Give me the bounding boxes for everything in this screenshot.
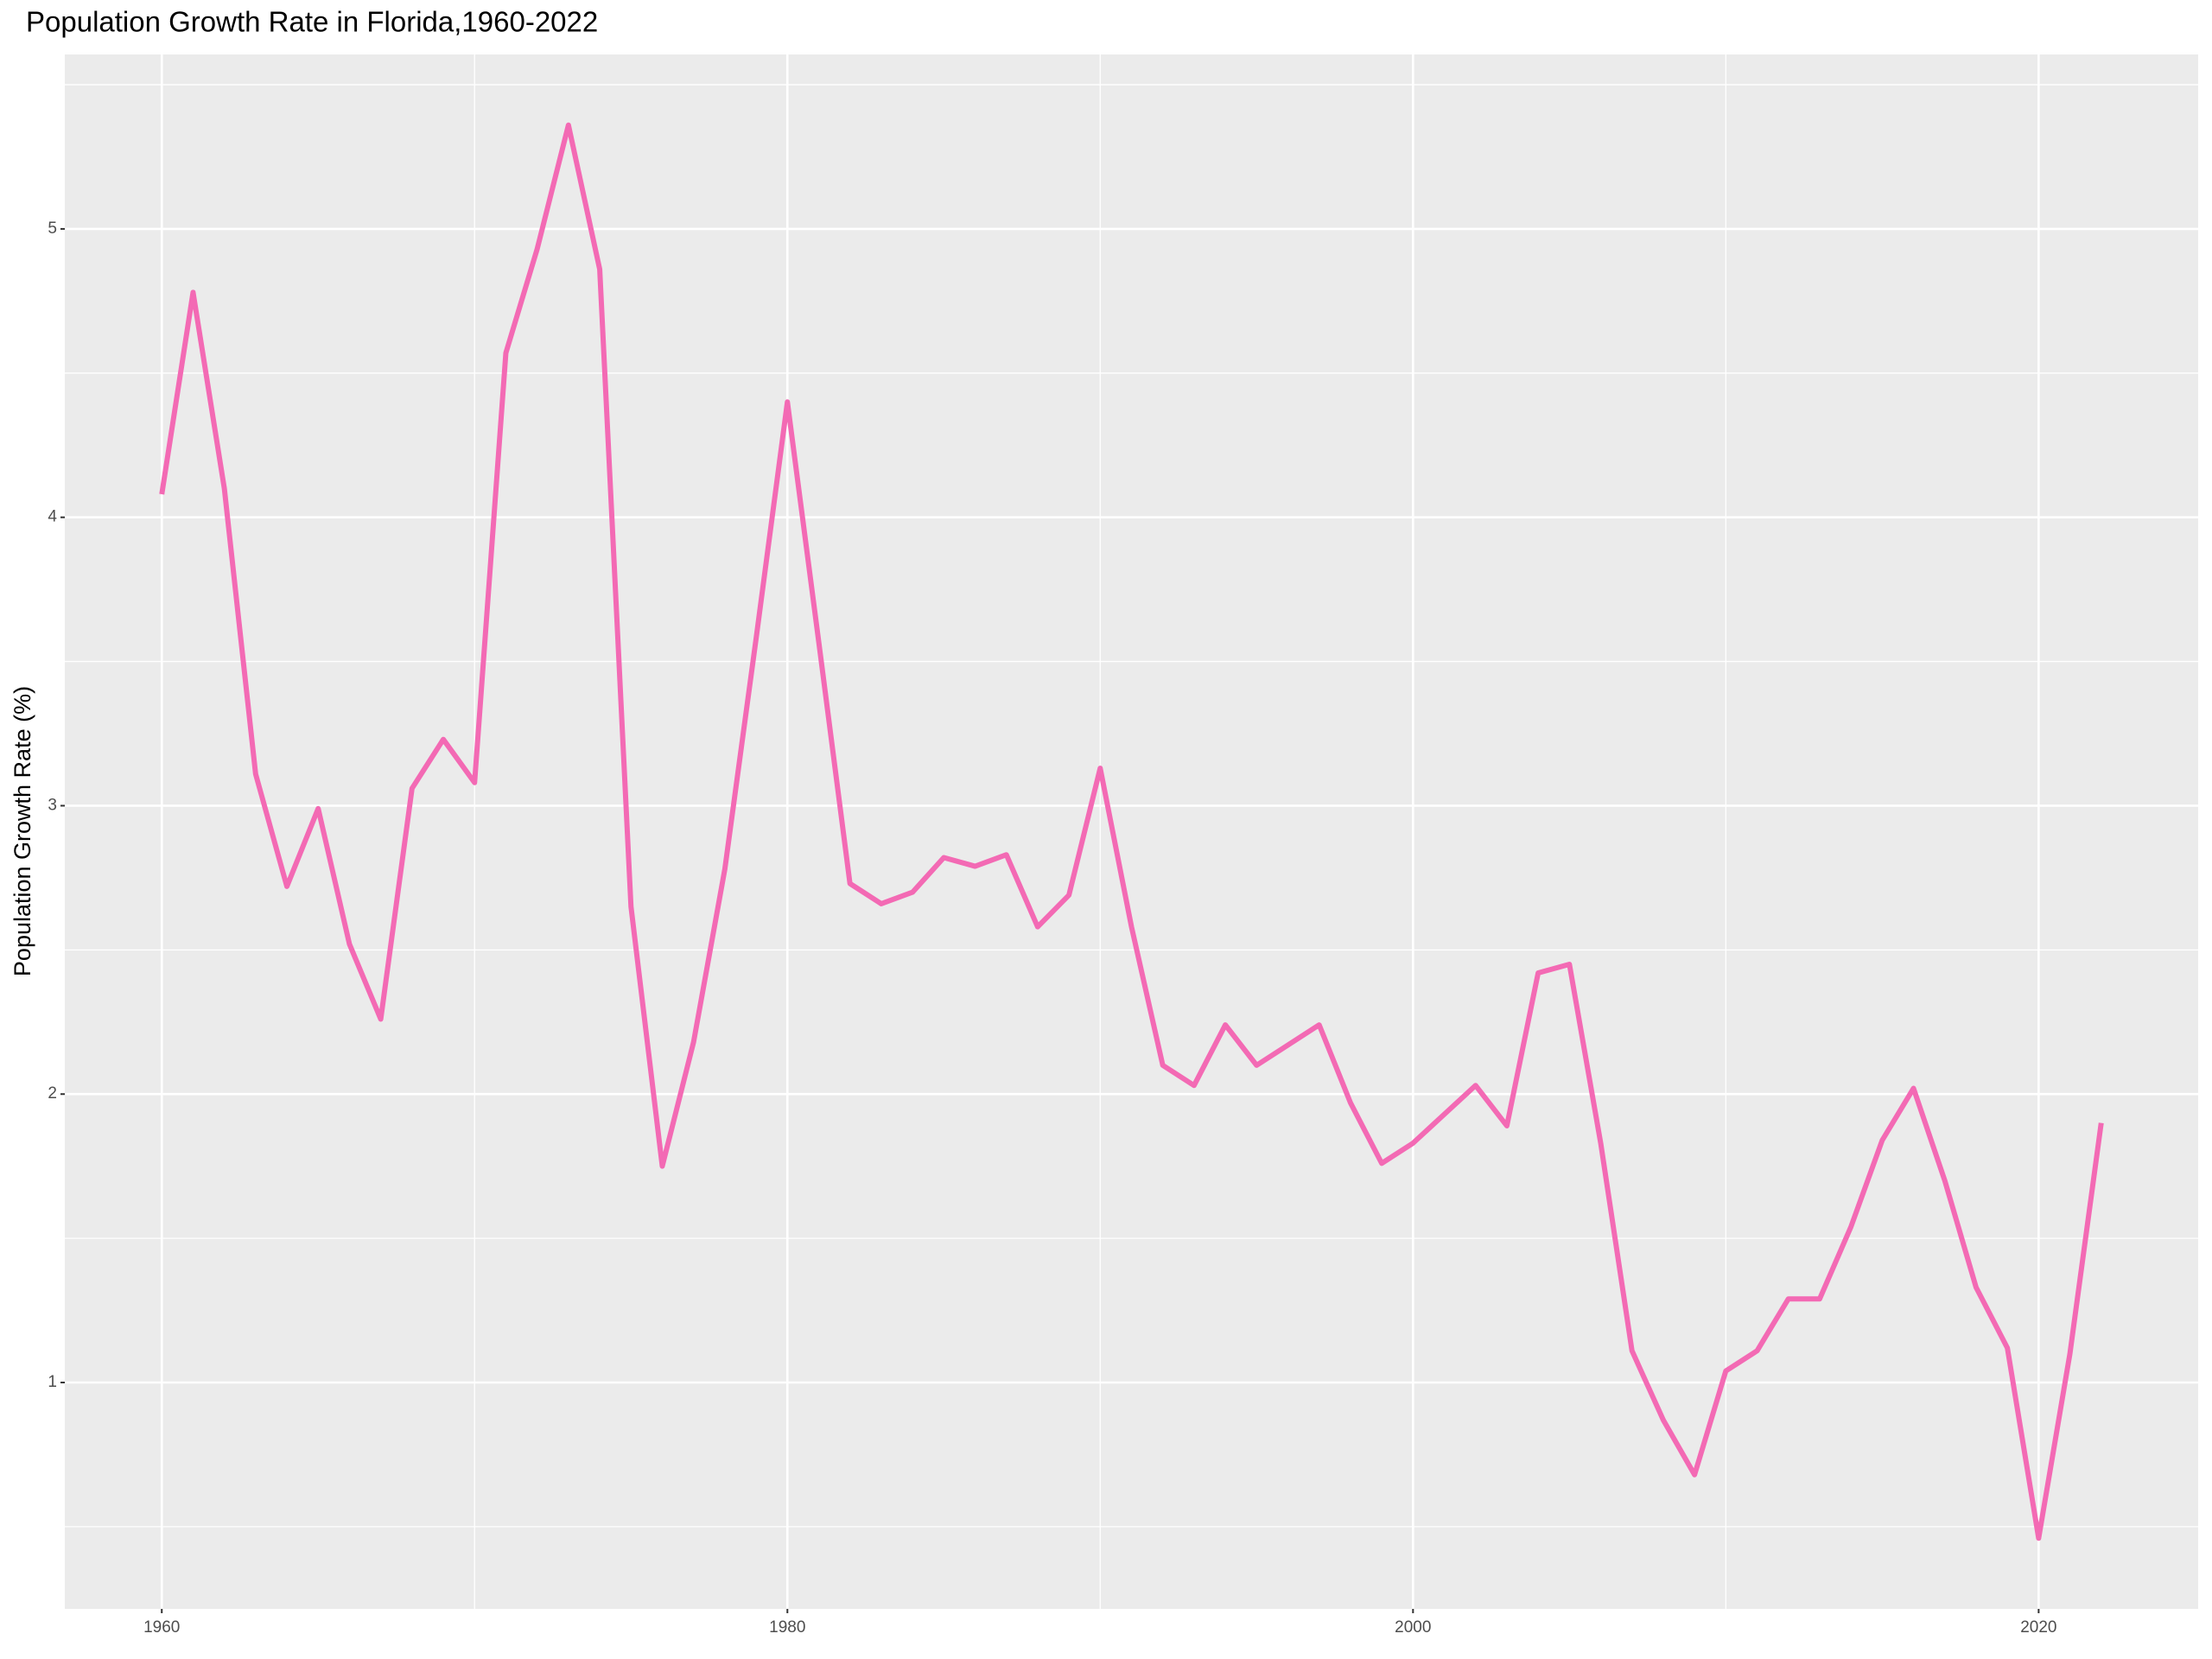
plot-panel xyxy=(65,54,2198,1609)
x-tick-label: 1960 xyxy=(143,1618,180,1637)
y-tick-label: 4 xyxy=(48,508,57,526)
y-axis-title: Population Growth Rate (%) xyxy=(10,686,35,976)
x-tick-label: 2000 xyxy=(1395,1618,1431,1637)
data-line xyxy=(159,122,2104,1541)
y-tick-label: 5 xyxy=(48,219,57,238)
y-tick-label: 3 xyxy=(48,796,57,814)
chart-title: Population Growth Rate in Florida,1960-2… xyxy=(26,6,598,38)
y-tick-label: 1 xyxy=(48,1373,57,1391)
x-tick-label: 1980 xyxy=(769,1618,805,1637)
x-tick-label: 2020 xyxy=(2020,1618,2056,1637)
y-tick-label: 2 xyxy=(48,1084,57,1103)
